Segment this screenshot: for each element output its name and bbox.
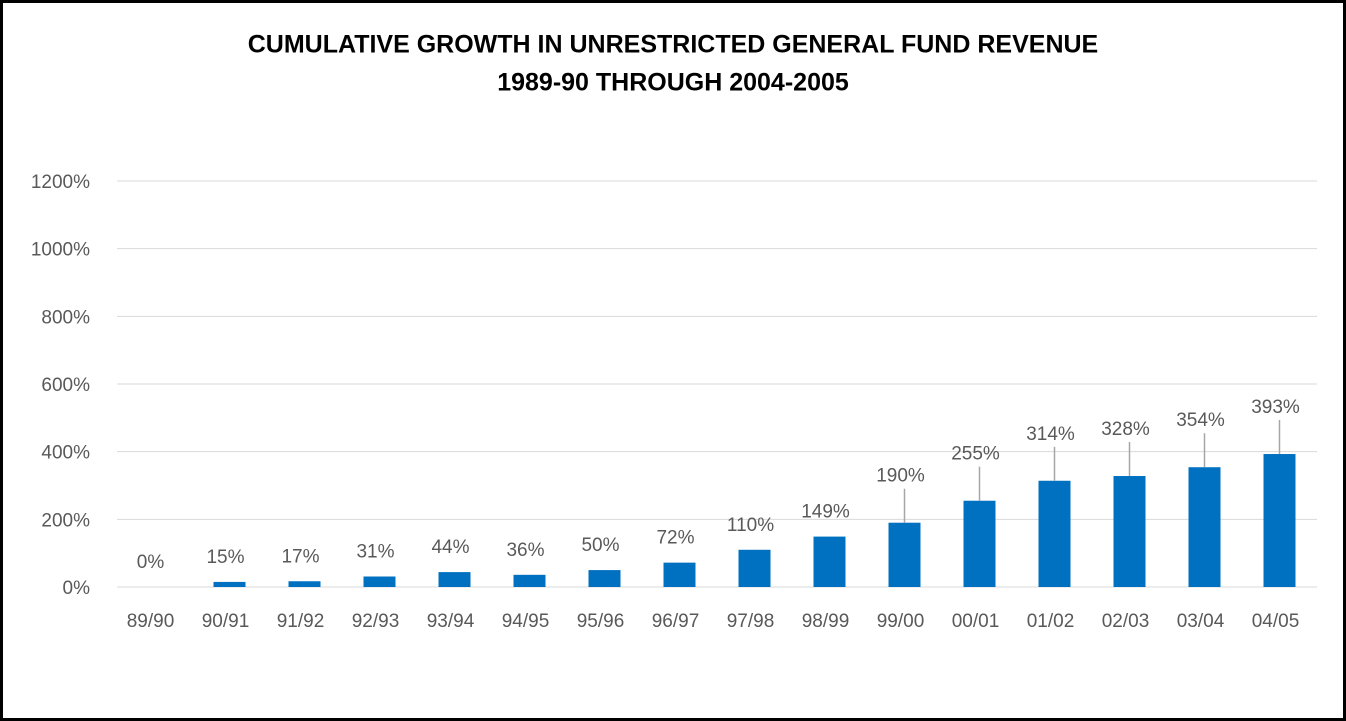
data-label: 110% <box>727 515 774 536</box>
x-tick-label: 92/93 <box>352 611 400 632</box>
x-tick-label: 02/03 <box>1102 611 1150 632</box>
x-tick-label: 01/02 <box>1027 611 1075 632</box>
x-tick-label: 97/98 <box>727 611 775 632</box>
data-label: 15% <box>206 547 244 568</box>
bar <box>588 570 621 587</box>
x-tick-label: 04/05 <box>1252 611 1300 632</box>
bar <box>1263 454 1296 587</box>
data-label: 36% <box>506 540 544 561</box>
bar <box>963 500 996 587</box>
data-label: 50% <box>581 535 619 556</box>
x-tick-label: 91/92 <box>277 611 325 632</box>
bar <box>213 581 246 587</box>
bar <box>438 572 471 587</box>
chart-title: 1989-90 THROUGH 2004-2005 <box>497 69 849 97</box>
data-label: 393% <box>1251 397 1300 418</box>
x-tick-label: 00/01 <box>952 611 1000 632</box>
y-tick-label: 600% <box>41 375 90 396</box>
y-tick-label: 0% <box>63 578 91 599</box>
bar <box>1113 476 1146 587</box>
bar <box>288 581 321 587</box>
x-tick-label: 90/91 <box>202 611 250 632</box>
x-tick-label: 98/99 <box>802 611 850 632</box>
data-label: 255% <box>951 444 1000 465</box>
data-label: 328% <box>1101 419 1150 440</box>
x-tick-label: 89/90 <box>127 611 175 632</box>
bar <box>1038 480 1071 587</box>
data-label: 72% <box>656 528 694 549</box>
bar <box>1188 467 1221 587</box>
y-tick-label: 800% <box>41 307 90 328</box>
x-tick-label: 95/96 <box>577 611 625 632</box>
data-label: 31% <box>356 542 394 563</box>
data-label: 149% <box>801 502 850 523</box>
y-tick-label: 1200% <box>31 172 90 193</box>
bar <box>813 536 846 587</box>
x-tick-label: 93/94 <box>427 611 475 632</box>
bar <box>888 522 921 587</box>
x-tick-label: 03/04 <box>1177 611 1225 632</box>
x-tick-label: 99/00 <box>877 611 925 632</box>
bar <box>738 549 771 587</box>
x-tick-label: 94/95 <box>502 611 550 632</box>
data-label: 0% <box>137 552 165 573</box>
x-tick-label: 96/97 <box>652 611 700 632</box>
y-tick-label: 200% <box>41 510 90 531</box>
data-label: 190% <box>876 466 925 487</box>
bar <box>663 562 696 587</box>
data-label: 354% <box>1176 410 1225 431</box>
data-label: 44% <box>431 537 469 558</box>
data-label: 17% <box>281 546 319 567</box>
y-tick-label: 400% <box>41 443 90 464</box>
bar <box>363 576 396 587</box>
chart-title: CUMULATIVE GROWTH IN UNRESTRICTED GENERA… <box>248 31 1098 59</box>
y-tick-label: 1000% <box>31 240 90 261</box>
data-label: 314% <box>1026 424 1075 445</box>
bar <box>513 574 546 587</box>
